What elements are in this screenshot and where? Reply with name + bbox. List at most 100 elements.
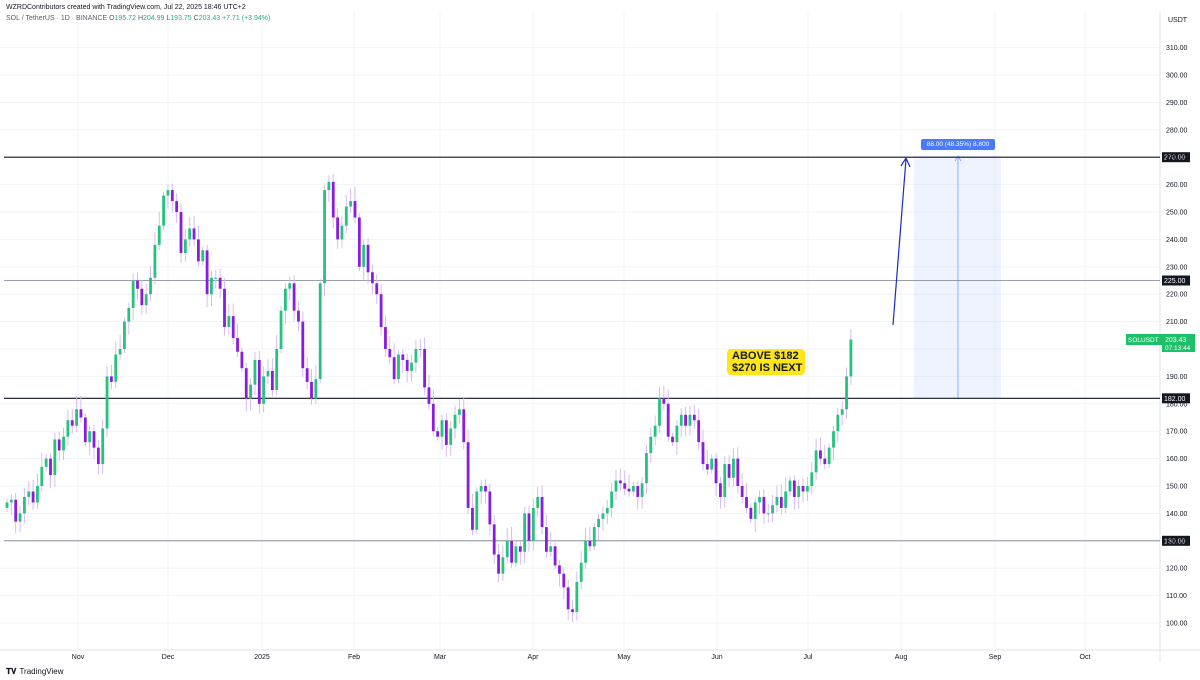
- candle-body: [597, 518, 600, 528]
- price-range-box[interactable]: [914, 156, 1001, 398]
- candle-body: [379, 294, 383, 328]
- candle-body: [632, 486, 635, 492]
- candle-body: [66, 420, 70, 437]
- candle-body: [214, 277, 218, 279]
- price-tick-label: 130.00: [1166, 538, 1188, 545]
- candle-body: [832, 431, 835, 448]
- candle-body: [688, 414, 692, 426]
- candle-body: [188, 228, 192, 240]
- candle-body: [344, 206, 348, 226]
- candle-body: [118, 349, 122, 355]
- candle-body: [336, 217, 339, 240]
- time-axis[interactable]: Nov Dec 2025 Feb Mar Apr May Jun Jul Aug Sep Oct: [72, 654, 1091, 661]
- candle-body: [14, 499, 18, 522]
- projection-arrow[interactable]: [892, 156, 911, 326]
- level-price-tag: [1162, 393, 1190, 404]
- grid-lines: [0, 12, 1160, 650]
- candle-body: [149, 277, 152, 295]
- candle-body: [792, 480, 796, 497]
- candle-body: [531, 507, 535, 541]
- price-tick-label: 140.00: [1166, 511, 1188, 518]
- candle-body: [823, 458, 827, 465]
- candle-body: [297, 310, 300, 322]
- candle-body: [684, 414, 687, 426]
- candle-body: [79, 409, 83, 418]
- candle-body: [170, 190, 174, 202]
- candle-body: [623, 483, 627, 489]
- candle-body: [340, 225, 344, 240]
- candle-body: [314, 379, 318, 399]
- candle-body: [497, 554, 500, 574]
- candle-body: [505, 540, 509, 558]
- candle-body: [849, 339, 853, 377]
- candle-body: [197, 239, 200, 262]
- symbol-legend[interactable]: SOL / TetherUS · 1D · BINANCE O195.72 H2…: [6, 15, 270, 22]
- price-axis[interactable]: USDT 100.00 110.00 120.00 130.00 140.00 150.0…: [1166, 17, 1188, 628]
- candle-body: [175, 201, 179, 212]
- candle-body: [562, 573, 566, 588]
- price-tick-label: 110.00: [1166, 593, 1187, 600]
- candle-body: [110, 376, 113, 382]
- price-tick-label: 160.00: [1166, 456, 1188, 463]
- candle-body: [775, 496, 779, 506]
- candle-body: [392, 357, 396, 380]
- candle-body: [627, 488, 631, 492]
- candle-body: [201, 250, 205, 262]
- price-tick-label: 240.00: [1166, 237, 1188, 244]
- candle-body: [179, 212, 183, 254]
- candle-body: [431, 403, 435, 432]
- price-range-measure[interactable]: [914, 155, 1001, 398]
- last-price-countdown: 07:13:44: [1165, 345, 1191, 352]
- candle-body: [127, 307, 131, 322]
- candle-body: [797, 486, 801, 497]
- candle-body: [671, 436, 674, 443]
- candle-body: [501, 557, 505, 574]
- candle-body: [475, 491, 479, 530]
- candle-body: [349, 201, 353, 207]
- candle-body: [788, 480, 792, 492]
- candle-body: [249, 384, 252, 399]
- time-tick-label: Dec: [162, 654, 175, 661]
- last-price-value: 203.43: [1165, 337, 1187, 344]
- candle-body: [801, 486, 805, 492]
- candle-body: [440, 420, 444, 437]
- change-value: +7.71 (+3.94%): [222, 15, 271, 22]
- candle-body: [840, 409, 844, 415]
- candle-body: [653, 425, 657, 437]
- candle-body: [766, 513, 770, 515]
- tradingview-logo[interactable]: 𝐓𝐕 TradingView: [6, 667, 64, 677]
- candle-body: [323, 190, 326, 284]
- symbol-name[interactable]: SOL / TetherUS · 1D · BINANCE: [6, 15, 108, 22]
- candle-body: [131, 280, 135, 308]
- tradingview-logo-icon: 𝐓𝐕: [6, 667, 17, 676]
- candle-body: [53, 439, 57, 476]
- horizontal-levels[interactable]: 270.00 225.00 182.00 130.00: [4, 152, 1190, 546]
- candle-body: [740, 486, 744, 497]
- candle-body: [401, 354, 405, 360]
- callout-note[interactable]: ABOVE $182 $270 IS NEXT: [727, 349, 805, 375]
- candle-body: [279, 310, 283, 349]
- candle-body: [83, 417, 87, 443]
- candle-body: [758, 496, 761, 503]
- price-range-label: 88.00 (48.35%) 8,800: [921, 139, 995, 150]
- candle-body: [270, 370, 274, 391]
- plot-area[interactable]: [0, 12, 1160, 650]
- candle-body: [292, 283, 296, 311]
- candle-body: [488, 491, 492, 525]
- price-tick-label: 300.00: [1166, 73, 1188, 80]
- candle-body: [288, 283, 292, 289]
- candle-body: [558, 565, 561, 574]
- candle-body: [384, 327, 387, 349]
- candle-body: [845, 376, 848, 410]
- candle-body: [5, 502, 9, 508]
- candle-body: [262, 376, 266, 404]
- candle-body: [540, 496, 544, 528]
- candlestick-series: [5, 174, 853, 622]
- candle-body: [114, 354, 118, 382]
- candle-body: [471, 507, 474, 530]
- open-value: 195.72: [114, 15, 136, 22]
- candle-body: [49, 458, 52, 476]
- candle-body: [636, 486, 640, 497]
- projection-arrow-line[interactable]: [892, 158, 907, 326]
